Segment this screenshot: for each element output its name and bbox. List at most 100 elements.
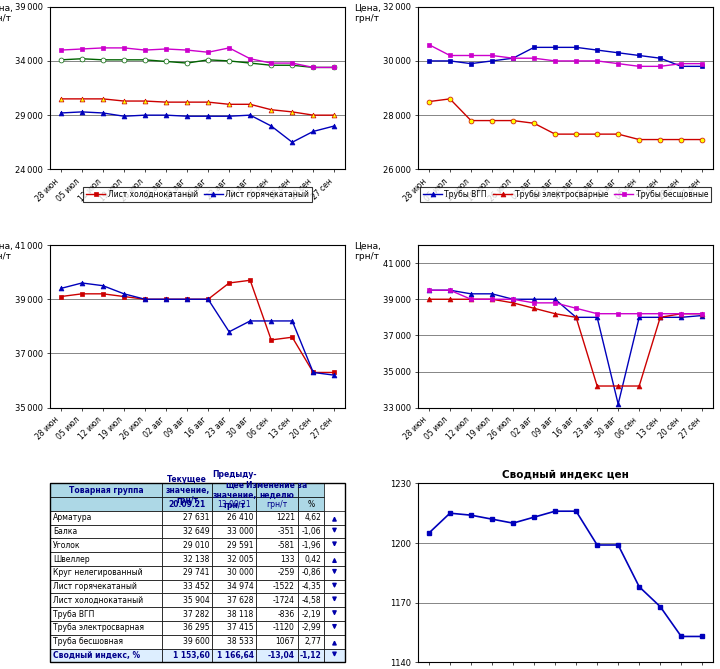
Bar	[297, 539, 324, 552]
Text: 38 118: 38 118	[228, 609, 253, 619]
Bar	[50, 552, 162, 566]
Bar	[162, 607, 212, 621]
Title: Сводный индекс цен: Сводный индекс цен	[502, 470, 629, 480]
Text: -2,99: -2,99	[302, 624, 321, 632]
Y-axis label: Цена,
грн/т: Цена, грн/т	[0, 3, 12, 23]
Text: 30 000: 30 000	[227, 569, 253, 577]
Bar	[324, 607, 345, 621]
Text: Круг нелегированный: Круг нелегированный	[53, 569, 143, 577]
Text: 1221: 1221	[276, 513, 294, 522]
Text: -1120: -1120	[273, 624, 294, 632]
Text: 4,62: 4,62	[305, 513, 321, 522]
Bar	[162, 566, 212, 580]
Text: Уголок: Уголок	[53, 541, 81, 550]
Text: 32 138: 32 138	[183, 555, 210, 563]
Bar	[324, 593, 345, 607]
Bar	[50, 566, 162, 580]
Bar	[256, 580, 297, 593]
Text: 29 591: 29 591	[227, 541, 253, 550]
Bar	[256, 621, 297, 635]
Bar	[212, 648, 256, 662]
Text: Швеллер: Швеллер	[53, 555, 90, 563]
Text: 32 005: 32 005	[227, 555, 253, 563]
Bar	[297, 593, 324, 607]
Text: -4,35: -4,35	[302, 582, 321, 591]
Text: 35 904: 35 904	[183, 596, 210, 605]
Text: -351: -351	[277, 527, 294, 536]
Bar	[256, 497, 297, 511]
Text: Труба бесшовная: Труба бесшовная	[53, 637, 123, 646]
Text: 20.09.21: 20.09.21	[168, 500, 206, 508]
Legend: Трубы ВГП, Трубы электросварные, Трубы бесшовные: Трубы ВГП, Трубы электросварные, Трубы б…	[420, 187, 711, 202]
Bar	[162, 511, 212, 524]
Bar	[256, 552, 297, 566]
Text: 39 600: 39 600	[183, 637, 210, 646]
Bar	[297, 497, 324, 511]
Bar	[50, 511, 162, 524]
Text: -0,86: -0,86	[302, 569, 321, 577]
Bar	[162, 635, 212, 648]
Bar	[297, 566, 324, 580]
Bar	[212, 593, 256, 607]
Text: -259: -259	[277, 569, 294, 577]
Bar	[212, 621, 256, 635]
Text: 27 631: 27 631	[183, 513, 210, 522]
Bar	[50, 635, 162, 648]
Bar	[324, 524, 345, 539]
Bar	[50, 593, 162, 607]
Text: Изменение за
неделю: Изменение за неделю	[246, 480, 307, 500]
Bar	[212, 511, 256, 524]
Bar	[297, 484, 324, 497]
Bar	[212, 566, 256, 580]
Text: Балка: Балка	[53, 527, 78, 536]
Bar	[212, 539, 256, 552]
Text: 36 295: 36 295	[183, 624, 210, 632]
Text: 1067: 1067	[275, 637, 294, 646]
Bar	[324, 580, 345, 593]
Text: 26 410: 26 410	[227, 513, 253, 522]
Bar	[50, 484, 162, 497]
Text: -2,19: -2,19	[302, 609, 321, 619]
Bar	[324, 621, 345, 635]
Bar	[297, 511, 324, 524]
Text: %: %	[307, 500, 315, 508]
Bar	[162, 593, 212, 607]
Text: -1,96: -1,96	[302, 541, 321, 550]
Bar	[212, 580, 256, 593]
Bar	[256, 539, 297, 552]
Bar	[324, 648, 345, 662]
Text: 133: 133	[280, 555, 294, 563]
Text: 33 452: 33 452	[183, 582, 210, 591]
Bar	[324, 552, 345, 566]
Text: Арматура: Арматура	[53, 513, 93, 522]
Bar	[212, 484, 256, 497]
Bar	[256, 593, 297, 607]
Text: Товарная группа: Товарная группа	[69, 486, 144, 495]
Bar	[324, 635, 345, 648]
Text: 37 628: 37 628	[227, 596, 253, 605]
Bar	[50, 648, 162, 662]
Bar	[50, 621, 162, 635]
Bar	[50, 607, 162, 621]
Text: Предыду-
щее
значение,
грн/т: Предыду- щее значение, грн/т	[212, 470, 256, 510]
Text: 32 649: 32 649	[183, 527, 210, 536]
Text: 1 166,64: 1 166,64	[217, 651, 253, 660]
Bar	[162, 524, 212, 539]
Text: 0,42: 0,42	[305, 555, 321, 563]
Bar	[297, 580, 324, 593]
Text: 38 533: 38 533	[227, 637, 253, 646]
Bar	[256, 635, 297, 648]
Bar	[324, 539, 345, 552]
Y-axis label: Цена,
грн/т: Цена, грн/т	[354, 242, 380, 261]
Bar	[256, 484, 297, 497]
Text: Лист горячекатаный: Лист горячекатаный	[53, 582, 138, 591]
Text: Текущее
значение,
грн/т: Текущее значение, грн/т	[165, 476, 210, 505]
Bar	[50, 580, 162, 593]
Text: 37 282: 37 282	[183, 609, 210, 619]
Text: -1522: -1522	[273, 582, 294, 591]
Bar	[162, 539, 212, 552]
Bar	[256, 524, 297, 539]
Text: Лист холоднокатаный: Лист холоднокатаный	[53, 596, 143, 605]
Bar	[324, 511, 345, 524]
Bar	[256, 566, 297, 580]
